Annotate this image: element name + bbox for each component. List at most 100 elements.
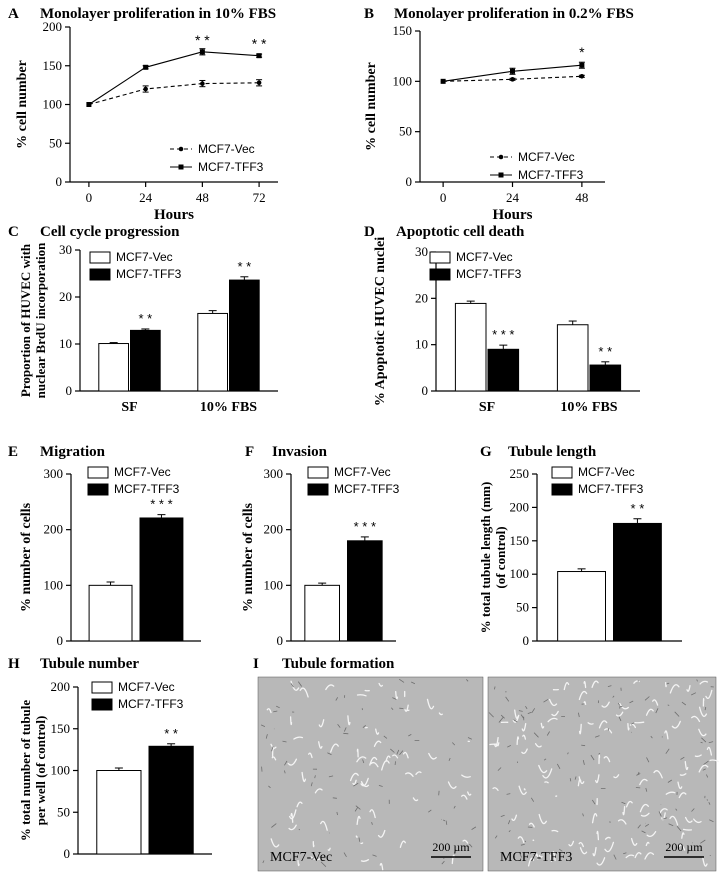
y-tick-label: 20 <box>415 290 428 305</box>
y-axis-label: % number of cells <box>19 502 34 612</box>
legend-marker <box>498 154 504 160</box>
y-tick-label: 100 <box>44 577 64 592</box>
x-tick-label: 24 <box>506 190 520 205</box>
bar <box>487 348 520 392</box>
panel-letter: H <box>8 656 20 672</box>
chart-title: Invasion <box>272 444 328 460</box>
panel-letter: B <box>364 6 374 22</box>
micrograph-label: MCF7-Vec <box>270 850 332 865</box>
panel-letter: A <box>8 6 19 22</box>
y-tick-label: 50 <box>516 600 529 615</box>
bar <box>130 329 161 392</box>
legend-label: MCF7-Vec <box>334 465 391 479</box>
y-tick-label: 100 <box>264 577 284 592</box>
legend-label: MCF7-Vec <box>118 680 175 694</box>
panel-letter: C <box>8 224 19 240</box>
legend-swatch <box>87 483 109 496</box>
series-line-0 <box>443 75 582 82</box>
panel-letter: E <box>8 444 18 460</box>
micrograph-background <box>257 676 484 872</box>
legend-label: MCF7-Vec <box>578 465 635 479</box>
significance-marker: * * <box>598 344 612 359</box>
chart-title: Migration <box>40 444 106 460</box>
legend-swatch <box>89 268 111 281</box>
legend-label: MCF7-Vec <box>518 150 575 164</box>
legend-swatch <box>429 268 451 281</box>
y-tick-label: 10 <box>59 336 72 351</box>
y-tick-label: 200 <box>51 679 71 694</box>
chart-title: Apoptotic cell death <box>396 224 525 240</box>
x-tick-label: 48 <box>196 190 209 205</box>
x-tick-label: 0 <box>440 190 447 205</box>
micrograph-tff3: MCF7-TFF3 200 µm <box>487 676 719 872</box>
series-line-0 <box>88 82 260 106</box>
legend-swatch <box>307 483 329 496</box>
y-tick-label: 100 <box>510 566 530 581</box>
legend-marker <box>498 172 504 178</box>
chart-D: D Apoptotic cell death 0 10 20 30 % Apoptotic … <box>364 224 640 415</box>
legend-label: MCF7-Vec <box>456 250 513 264</box>
micrograph-label: MCF7-TFF3 <box>500 850 572 865</box>
data-point <box>143 64 149 70</box>
y-tick-label: 100 <box>51 763 71 778</box>
bar <box>96 770 142 855</box>
chart-title: Monolayer proliferation in 10% FBS <box>40 6 276 22</box>
bar <box>347 540 383 642</box>
y-axis-label: per well (of control) <box>33 716 48 826</box>
panel-letter: I <box>253 656 259 672</box>
chart-F: F Invasion 0 100 200 300 % number of cells * * … <box>241 444 400 648</box>
legend-label: MCF7-TFF3 <box>578 482 644 496</box>
significance-marker: * * <box>138 311 152 326</box>
legend-label: MCF7-Vec <box>114 465 171 479</box>
legend-label: MCF7-TFF3 <box>116 267 182 281</box>
panel-letter: F <box>245 444 254 460</box>
legend-swatch <box>551 466 573 479</box>
chart-B: B Monolayer proliferation in 0.2% FBS 0 50 1… <box>364 6 634 223</box>
panel-letter: G <box>480 444 492 460</box>
y-tick-label: 50 <box>49 135 62 150</box>
data-point <box>440 78 446 84</box>
bar <box>88 584 133 642</box>
y-tick-label: 200 <box>44 522 64 537</box>
panel-letter: D <box>364 224 375 240</box>
legend-swatch <box>87 466 109 479</box>
bar <box>148 745 194 855</box>
cell-outlines <box>260 678 477 867</box>
significance-marker: * * <box>252 36 267 52</box>
x-category-label: SF <box>121 400 137 415</box>
bar <box>556 324 589 392</box>
y-tick-label: 200 <box>510 499 530 514</box>
y-axis-label: % number of cells <box>241 502 256 612</box>
legend-marker <box>178 146 184 152</box>
x-axis-label: Hours <box>492 207 532 223</box>
x-axis-label: Hours <box>154 207 194 223</box>
chart-title: Tubule formation <box>282 656 395 672</box>
bar <box>197 312 229 392</box>
significance-marker: * <box>579 44 585 60</box>
data-point <box>579 74 585 79</box>
legend-label: MCF7-TFF3 <box>118 697 184 711</box>
significance-marker: * * * <box>354 519 376 534</box>
data-point <box>256 80 262 86</box>
y-tick-label: 10 <box>415 337 428 352</box>
legend-label: MCF7-TFF3 <box>114 482 180 496</box>
significance-marker: * * <box>164 726 178 741</box>
legend-swatch <box>91 698 113 711</box>
y-tick-label: 0 <box>523 633 530 648</box>
y-tick-label: 20 <box>59 289 72 304</box>
chart-title: Monolayer proliferation in 0.2% FBS <box>394 6 634 22</box>
x-category-label: 10% FBS <box>560 400 617 415</box>
y-tick-label: 200 <box>264 522 284 537</box>
legend-label: MCF7-Vec <box>198 142 255 156</box>
data-point <box>143 86 148 92</box>
chart-title: Tubule length <box>508 444 597 460</box>
bar <box>589 364 622 392</box>
y-tick-label: 0 <box>57 633 64 648</box>
x-tick-label: 0 <box>86 190 93 205</box>
legend-label: MCF7-TFF3 <box>198 160 264 174</box>
data-point <box>579 62 585 68</box>
significance-marker: * * <box>237 259 251 274</box>
y-tick-label: 0 <box>64 846 71 861</box>
